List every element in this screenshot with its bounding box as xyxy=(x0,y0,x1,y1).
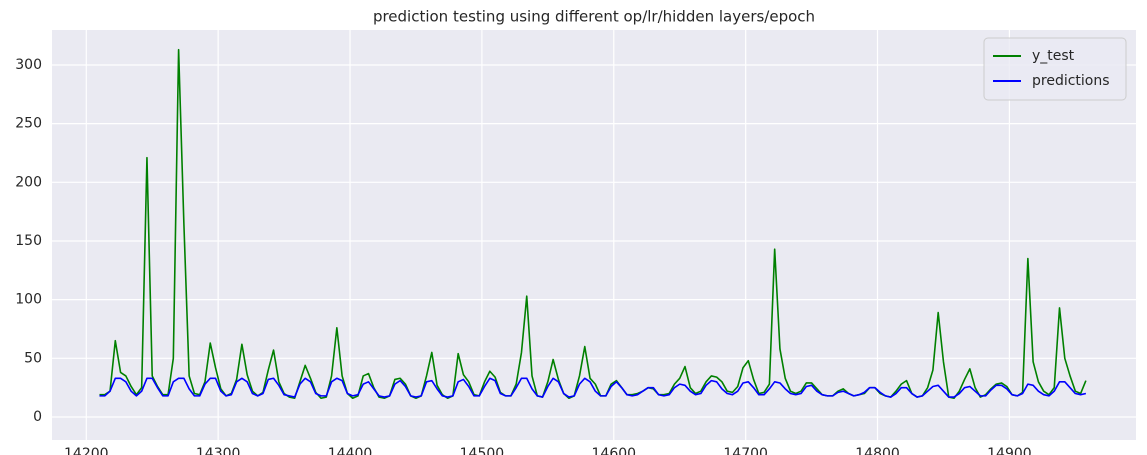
x-tick-label: 14700 xyxy=(723,446,768,455)
plot-area xyxy=(52,30,1136,440)
y-tick-label: 300 xyxy=(15,57,42,73)
y-tick-label: 150 xyxy=(15,233,42,249)
x-tick-label: 14500 xyxy=(460,446,505,455)
legend-label: y_test xyxy=(1032,48,1075,64)
x-tick-label: 14400 xyxy=(328,446,373,455)
chart-title: prediction testing using different op/lr… xyxy=(373,8,815,26)
x-tick-label: 14800 xyxy=(855,446,900,455)
x-tick-label: 14600 xyxy=(592,446,637,455)
legend-label: predictions xyxy=(1032,73,1110,89)
y-tick-label: 250 xyxy=(15,116,42,132)
x-tick-label: 14900 xyxy=(987,446,1032,455)
y-tick-label: 100 xyxy=(15,292,42,308)
y-tick-label: 200 xyxy=(15,174,42,190)
y-tick-label: 0 xyxy=(33,409,42,425)
y-tick-label: 50 xyxy=(24,350,42,366)
x-tick-label: 14200 xyxy=(64,446,109,455)
series-line xyxy=(99,377,1087,398)
legend-box xyxy=(983,37,1127,101)
x-tick-label: 14300 xyxy=(196,446,241,455)
